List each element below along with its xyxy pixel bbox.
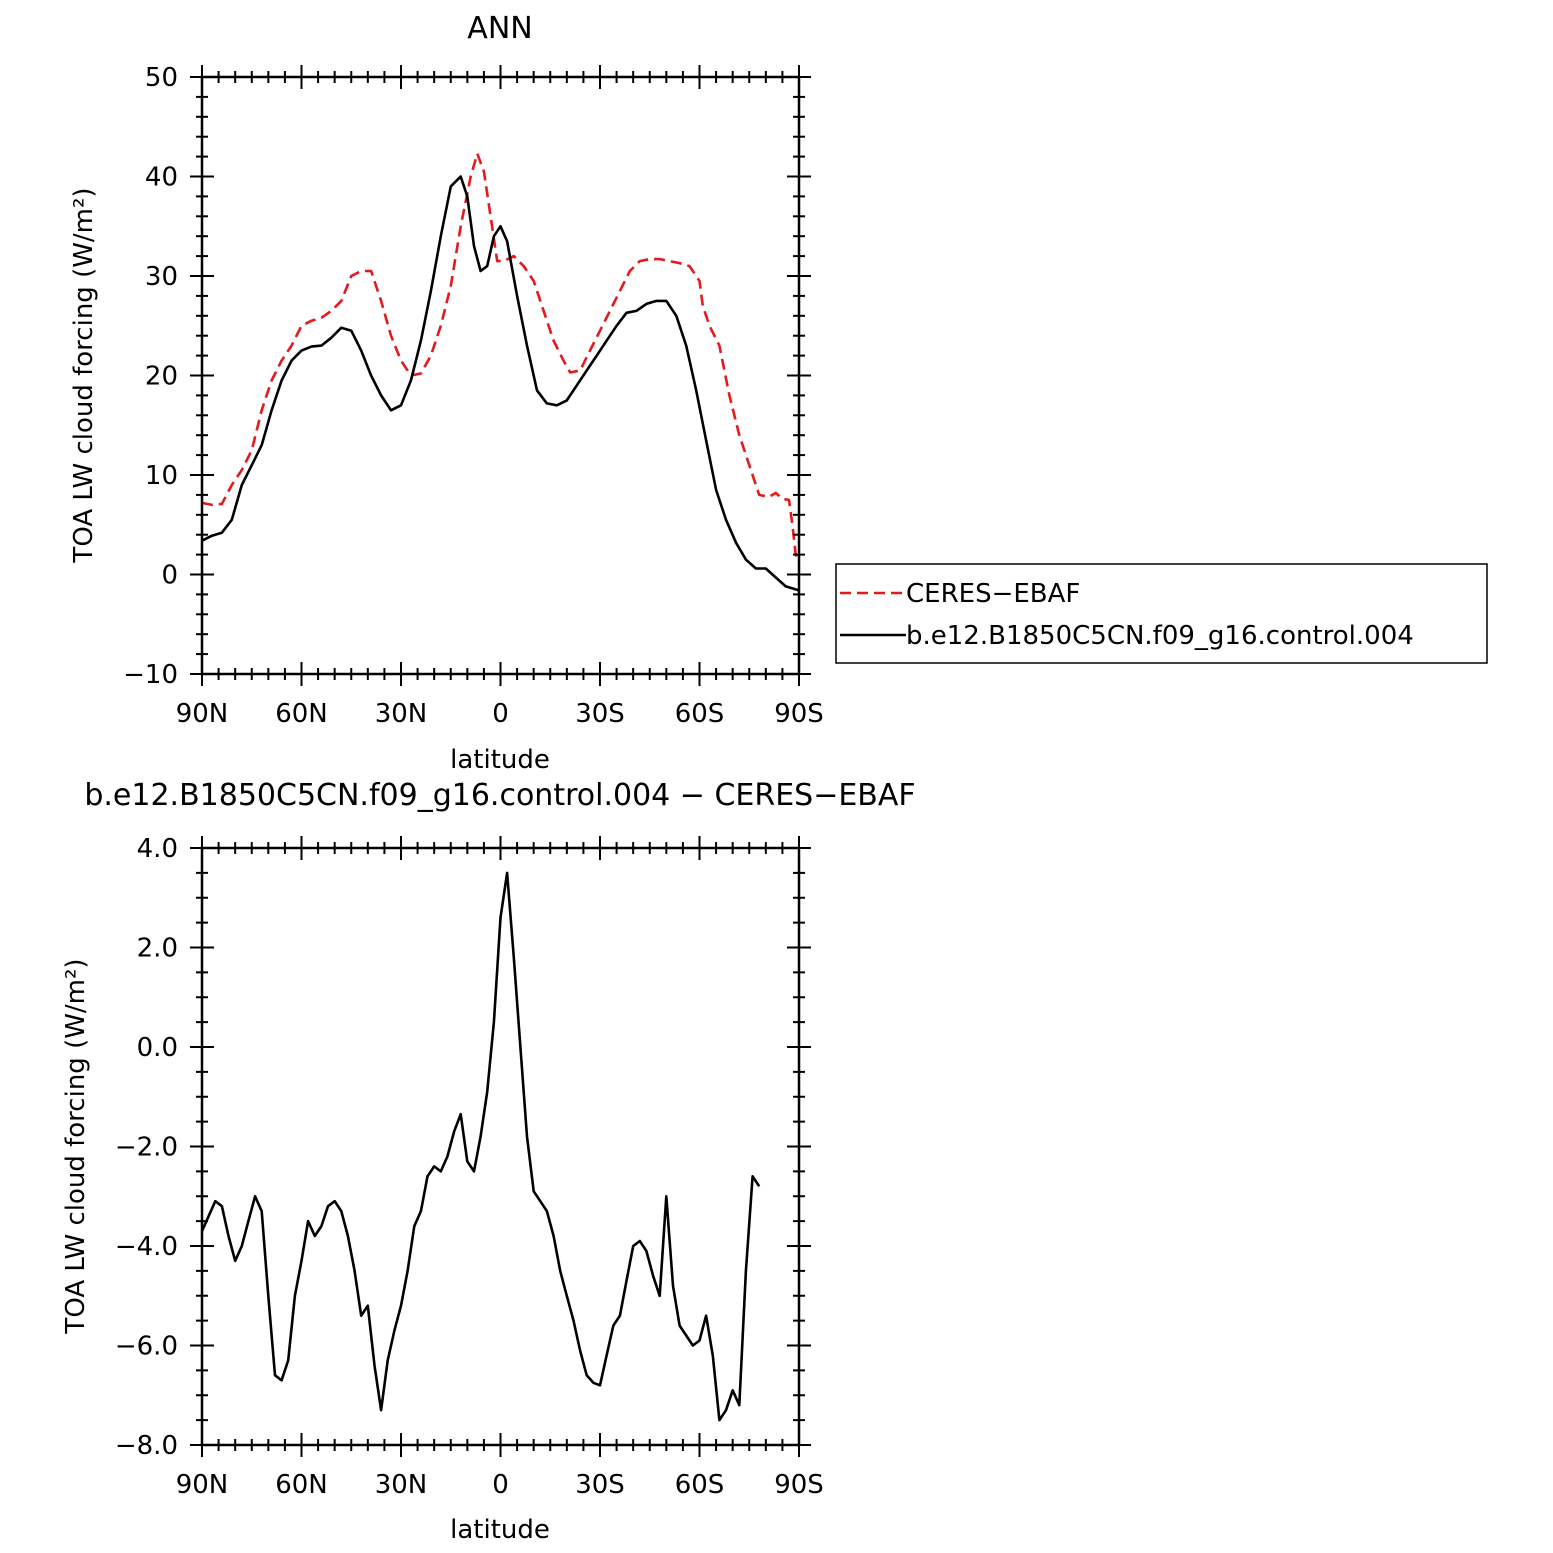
bottom-xtick-label: 60S — [675, 1470, 725, 1500]
bottom-series-lines — [200, 871, 761, 1422]
bottom-axis-ticks: 90N 60N 30N 0 30S 60S 90S −8.0 −6.0 −4.0 −2.0 0.0 2.… — [115, 834, 824, 1500]
top-xtick-label: 60N — [275, 699, 328, 729]
bottom-xtick-label: 0 — [492, 1470, 509, 1500]
top-ytick-label: −10 — [123, 660, 178, 690]
bottom-yaxis-label: TOA LW cloud forcing (W/m²) — [61, 958, 91, 1334]
top-ytick-label: 10 — [145, 461, 178, 491]
bottom-ytick-label: 2.0 — [137, 934, 178, 964]
bottom-series-line-0 — [200, 871, 761, 1422]
bottom-panel: b.e12.B1850C5CN.f09_g16.control.004 − CE… — [61, 778, 916, 1545]
top-xtick-label: 30S — [575, 699, 625, 729]
top-axis-ticks: 90N 60N 30N 0 30S 60S 90S −10 0 10 20 30 40 50 — [123, 63, 824, 729]
top-xtick-label: 30N — [375, 699, 428, 729]
top-series-line-0 — [201, 152, 801, 563]
top-xtick-label: 60S — [675, 699, 725, 729]
top-ytick-label: 40 — [145, 163, 178, 193]
top-ytick-label: 20 — [145, 362, 178, 392]
top-xtick-label: 0 — [492, 699, 509, 729]
bottom-ytick-label: −8.0 — [115, 1431, 178, 1461]
bottom-xtick-label: 30N — [375, 1470, 428, 1500]
top-ytick-label: 30 — [145, 262, 178, 292]
bottom-ytick-label: −2.0 — [115, 1133, 178, 1163]
bottom-xtick-label: 90S — [774, 1470, 824, 1500]
bottom-xtick-label: 30S — [575, 1470, 625, 1500]
top-chart-title: ANN — [467, 11, 532, 46]
top-xaxis-label: latitude — [450, 745, 550, 775]
top-panel: ANN 90N 60N 30N 0 30S 60S 90S −10 0 10 20 30 40 50 la… — [69, 11, 824, 775]
legend-label-model: b.e12.B1850C5CN.f09_g16.control.004 — [906, 621, 1414, 651]
top-series-lines — [201, 152, 801, 592]
bottom-xtick-label: 90N — [176, 1470, 229, 1500]
bottom-ytick-label: −4.0 — [115, 1232, 178, 1262]
bottom-xtick-label: 60N — [275, 1470, 328, 1500]
bottom-ytick-label: 4.0 — [137, 834, 178, 864]
top-ytick-label: 50 — [145, 63, 178, 93]
top-xtick-label: 90N — [176, 699, 229, 729]
top-yaxis-label: TOA LW cloud forcing (W/m²) — [69, 187, 99, 563]
top-xtick-label: 90S — [774, 699, 824, 729]
bottom-ytick-label: −6.0 — [115, 1332, 178, 1362]
top-plot-frame — [200, 75, 801, 676]
legend-box — [835, 563, 1488, 664]
legend: CERES−EBAF b.e12.B1850C5CN.f09_g16.contr… — [835, 563, 1488, 664]
top-ytick-label: 0 — [161, 561, 178, 591]
legend-label-ceres: CERES−EBAF — [906, 579, 1080, 609]
bottom-ytick-label: 0.0 — [137, 1033, 178, 1063]
bottom-chart-title: b.e12.B1850C5CN.f09_g16.control.004 − CE… — [84, 778, 915, 813]
top-series-line-1 — [201, 175, 800, 592]
bottom-xaxis-label: latitude — [450, 1515, 550, 1545]
